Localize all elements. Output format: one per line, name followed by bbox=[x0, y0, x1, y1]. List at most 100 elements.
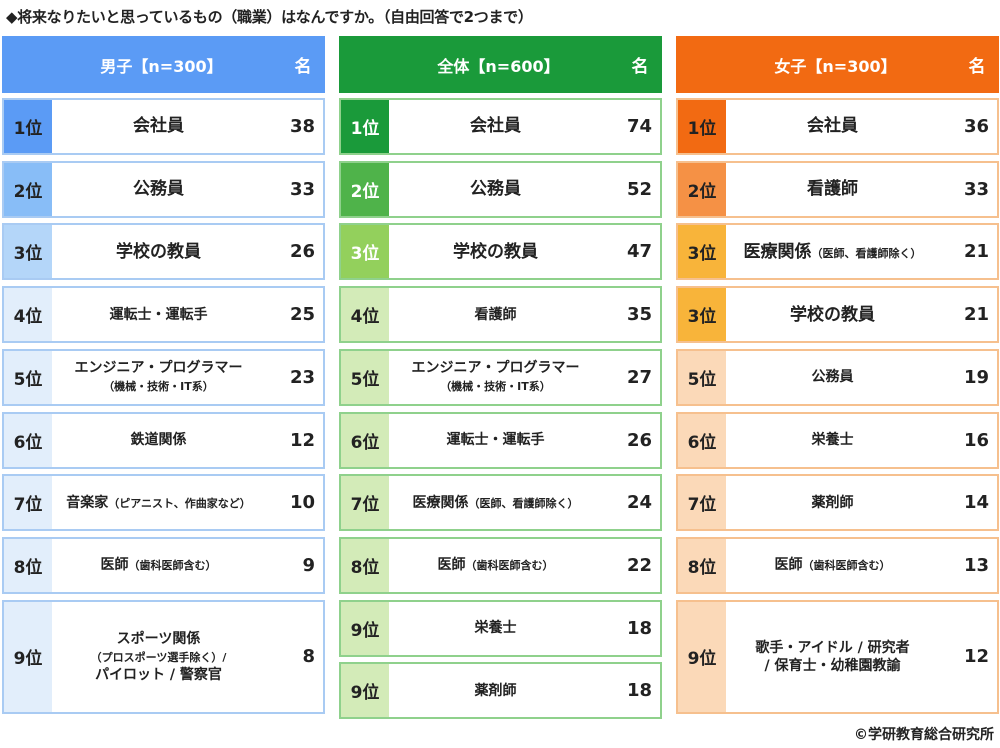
rank-label: 1位 bbox=[678, 100, 726, 153]
count-value: 23 bbox=[289, 366, 315, 388]
job-note: （機械・技術・IT系） bbox=[440, 380, 551, 394]
job-name: 医師 bbox=[774, 557, 803, 574]
job-cell: 看護師 bbox=[389, 306, 602, 324]
ranking-row: 9位 薬剤師 18 bbox=[339, 662, 662, 720]
count-value: 14 bbox=[963, 492, 989, 514]
rank-label: 6位 bbox=[341, 413, 389, 467]
ranking-row: 3位 学校の教員 47 bbox=[339, 223, 662, 281]
ranking-column-girls: 女子【n=300】名 1位 会社員 36 2位 看護師 33 3位 医療関係（医師、看護師除く）… bbox=[676, 36, 999, 714]
count-value: 18 bbox=[626, 680, 652, 702]
rank-label: 4位 bbox=[4, 288, 52, 342]
ranking-row: 1位 会社員 38 bbox=[2, 98, 325, 155]
count-value: 12 bbox=[963, 646, 989, 668]
job-name-continued: / 保育士・幼稚園教諭 bbox=[764, 657, 901, 674]
ranking-row: 1位 会社員 74 bbox=[339, 98, 662, 155]
job-name: 公務員 bbox=[470, 179, 521, 200]
column-header: 女子【n=300】 名 bbox=[676, 36, 999, 93]
ranking-row: 2位 看護師 33 bbox=[676, 160, 999, 218]
job-note: （医師、看護師除く） bbox=[811, 246, 922, 260]
job-name: 学校の教員 bbox=[790, 304, 875, 325]
rank-label: 3位 bbox=[4, 225, 52, 279]
job-name: 会社員 bbox=[470, 116, 521, 137]
rank-label: 6位 bbox=[4, 413, 52, 467]
column-header: 男子【n=300】 名 bbox=[2, 36, 325, 93]
job-note: （プロスポーツ選手除く）/ bbox=[90, 650, 227, 664]
job-name-continued: パイロット / 警察官 bbox=[95, 666, 222, 683]
column-header-unit: 名 bbox=[968, 57, 986, 77]
count-value: 74 bbox=[626, 116, 652, 137]
column-header-title: 女子【n=300】 bbox=[774, 56, 897, 76]
count-value: 33 bbox=[963, 178, 989, 200]
job-cell: 学校の教員 bbox=[389, 241, 602, 263]
rank-label: 6位 bbox=[678, 413, 726, 467]
rank-label: 2位 bbox=[4, 162, 52, 216]
rank-label: 7位 bbox=[341, 476, 389, 530]
rank-label: 3位 bbox=[678, 288, 726, 342]
ranking-row: 9位 栄養士 18 bbox=[339, 599, 662, 657]
ranking-row: 4位 運転士・運転手 25 bbox=[2, 286, 325, 344]
job-note: （医師、看護師除く） bbox=[468, 496, 579, 510]
rank-label: 5位 bbox=[678, 350, 726, 404]
count-value: 13 bbox=[963, 554, 989, 576]
job-name: スポーツ関係 bbox=[116, 630, 201, 647]
ranking-row: 6位 運転士・運転手 26 bbox=[339, 411, 662, 469]
job-cell: 医療関係（医師、看護師除く） bbox=[389, 494, 602, 512]
count-value: 24 bbox=[626, 492, 652, 514]
rank-label: 2位 bbox=[678, 162, 726, 216]
job-cell: 学校の教員 bbox=[726, 304, 939, 326]
job-cell: 会社員 bbox=[726, 115, 939, 137]
job-note: （歯科医師含む） bbox=[802, 559, 891, 573]
count-value: 21 bbox=[963, 241, 989, 263]
rank-label: 5位 bbox=[341, 350, 389, 404]
ranking-row: 5位 エンジニア・プログラマー （機械・技術・IT系） 23 bbox=[2, 348, 325, 406]
count-value: 33 bbox=[289, 178, 315, 200]
job-name: 会社員 bbox=[133, 116, 184, 137]
job-note: （機械・技術・IT系） bbox=[103, 380, 214, 394]
job-cell: 医師（歯科医師含む） bbox=[389, 556, 602, 574]
job-name: 医師 bbox=[100, 557, 129, 574]
job-name: 公務員 bbox=[133, 179, 184, 200]
ranking-row: 3位 医療関係（医師、看護師除く） 21 bbox=[676, 223, 999, 281]
job-cell: 会社員 bbox=[52, 115, 265, 137]
count-value: 25 bbox=[289, 304, 315, 326]
ranking-row: 6位 鉄道関係 12 bbox=[2, 411, 325, 469]
job-name: 公務員 bbox=[811, 369, 854, 386]
job-cell: 栄養士 bbox=[389, 619, 602, 637]
count-value: 35 bbox=[626, 304, 652, 326]
rank-label: 9位 bbox=[4, 601, 52, 712]
count-value: 38 bbox=[289, 116, 315, 137]
job-cell: 運転士・運転手 bbox=[52, 306, 265, 324]
count-value: 19 bbox=[963, 366, 989, 388]
count-value: 27 bbox=[626, 366, 652, 388]
count-value: 10 bbox=[289, 492, 315, 514]
ranking-row: 8位 医師（歯科医師含む） 9 bbox=[2, 536, 325, 594]
column-header-unit: 名 bbox=[294, 57, 312, 77]
ranking-row: 8位 医師（歯科医師含む） 13 bbox=[676, 536, 999, 594]
job-name: 学校の教員 bbox=[453, 241, 538, 262]
job-cell: 鉄道関係 bbox=[52, 431, 265, 449]
job-cell: 看護師 bbox=[726, 178, 939, 200]
copyright: ©学研教育総合研究所 bbox=[854, 727, 994, 743]
job-name: 薬剤師 bbox=[474, 682, 517, 699]
rank-label: 2位 bbox=[341, 162, 389, 216]
rank-label: 8位 bbox=[341, 538, 389, 592]
rank-label: 9位 bbox=[678, 601, 726, 712]
job-cell: 公務員 bbox=[389, 178, 602, 200]
count-value: 22 bbox=[626, 554, 652, 576]
count-value: 8 bbox=[302, 646, 315, 668]
job-cell: 運転士・運転手 bbox=[389, 431, 602, 449]
count-value: 26 bbox=[626, 429, 652, 451]
rank-label: 3位 bbox=[678, 225, 726, 279]
count-value: 36 bbox=[963, 116, 989, 137]
job-name: 栄養士 bbox=[811, 431, 854, 448]
count-value: 9 bbox=[302, 554, 315, 576]
rank-label: 8位 bbox=[4, 538, 52, 592]
job-cell: 薬剤師 bbox=[726, 494, 939, 512]
job-name: 医療関係 bbox=[743, 241, 812, 262]
ranking-row: 9位 スポーツ関係 （プロスポーツ選手除く）/ パイロット / 警察官 8 bbox=[2, 599, 325, 714]
ranking-row: 9位 歌手・アイドル / 研究者 / 保育士・幼稚園教諭 12 bbox=[676, 599, 999, 714]
job-cell: 歌手・アイドル / 研究者 / 保育士・幼稚園教諭 bbox=[726, 639, 939, 675]
rank-label: 9位 bbox=[341, 664, 389, 718]
job-cell: エンジニア・プログラマー （機械・技術・IT系） bbox=[389, 359, 602, 395]
job-name: 栄養士 bbox=[474, 620, 517, 636]
